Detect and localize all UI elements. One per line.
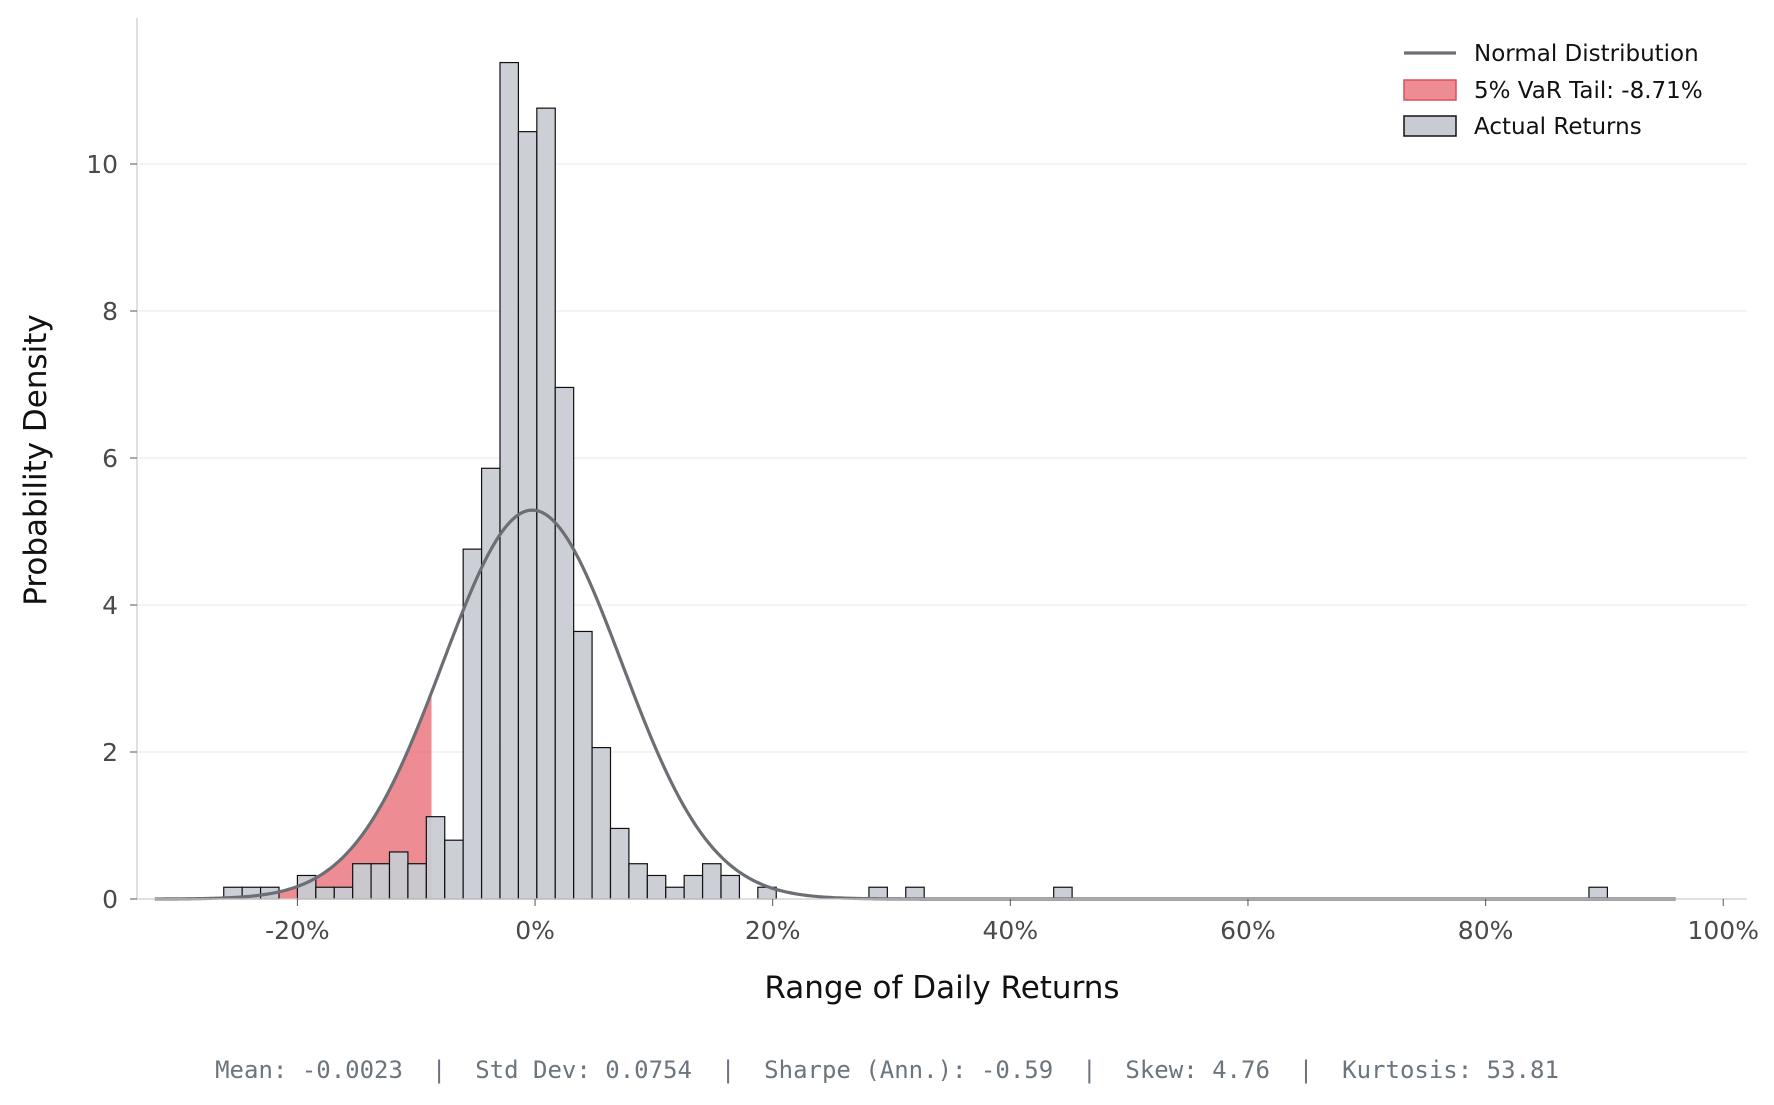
y-axis-label: Probability Density: [18, 314, 54, 606]
y-tick-label-2: 4: [102, 591, 118, 620]
y-tick-label-5: 10: [86, 150, 118, 179]
histogram-bar-19: [591, 746, 612, 900]
histogram-bar-9: [407, 863, 427, 900]
histogram-bar-18: [573, 630, 593, 900]
histogram-bar-15: [517, 131, 538, 900]
legend-swatch-var-tail: [1403, 79, 1457, 101]
histogram-bar-4: [315, 886, 335, 900]
legend-label-normal: Normal Distribution: [1474, 41, 1699, 67]
x-tick-label-6: 100%: [1687, 916, 1758, 945]
x-tick-label-5: 80%: [1458, 916, 1514, 945]
histogram-bar-7: [370, 863, 391, 900]
histogram-bar-31: [1588, 886, 1608, 900]
histogram-bar-14: [499, 61, 520, 900]
y-tick-label-3: 6: [102, 444, 118, 473]
histogram-bar-17: [554, 386, 575, 900]
var-tail-area: [154, 692, 432, 899]
histogram-bar-8: [388, 851, 409, 900]
y-tick-label-1: 2: [102, 738, 118, 767]
histogram-bar-10: [425, 816, 446, 900]
legend-swatch-actual-returns: [1403, 115, 1457, 137]
legend-label-actual-returns: Actual Returns: [1474, 114, 1642, 140]
histogram-bar-6: [352, 863, 372, 900]
legend: Normal Distribution 5% VaR Tail: -8.71% …: [1403, 41, 1703, 140]
legend-label-var-tail: 5% VaR Tail: -8.71%: [1474, 78, 1703, 104]
y-axis-ticks: 0 2 4 6 8 10: [86, 150, 137, 914]
x-tick-label-0: -20%: [265, 916, 330, 945]
histogram-bar-11: [444, 839, 464, 900]
histogram-bar-20: [609, 827, 630, 900]
histogram-bar-16: [536, 107, 556, 900]
grid-lines: [137, 163, 1747, 753]
histogram-bar-24: [683, 874, 704, 900]
x-axis-ticks: -20% 0% 20% 40% 60% 80% 100%: [265, 899, 1759, 945]
x-tick-label-3: 40%: [983, 916, 1039, 945]
x-tick-label-4: 60%: [1220, 916, 1276, 945]
histogram-bar-13: [480, 467, 501, 900]
summary-statistics: Mean: -0.0023 | Std Dev: 0.0754 | Sharpe…: [215, 1056, 1559, 1084]
y-tick-label-0: 0: [102, 885, 118, 914]
x-tick-label-1: 0%: [515, 916, 555, 945]
histogram-bar-5: [333, 886, 354, 900]
histogram-bar-23: [665, 886, 685, 900]
histogram-bar-25: [701, 863, 722, 900]
x-axis-label: Range of Daily Returns: [764, 970, 1119, 1006]
histogram-bars: [223, 61, 1608, 900]
histogram-bar-30: [1053, 886, 1073, 900]
y-tick-label-4: 8: [102, 297, 118, 326]
var-tail-fill: [154, 692, 432, 899]
histogram-bar-29: [905, 886, 925, 900]
histogram-bar-22: [646, 874, 667, 900]
x-tick-label-2: 20%: [745, 916, 801, 945]
histogram-bar-26: [720, 874, 741, 900]
histogram-bar-21: [628, 863, 648, 900]
